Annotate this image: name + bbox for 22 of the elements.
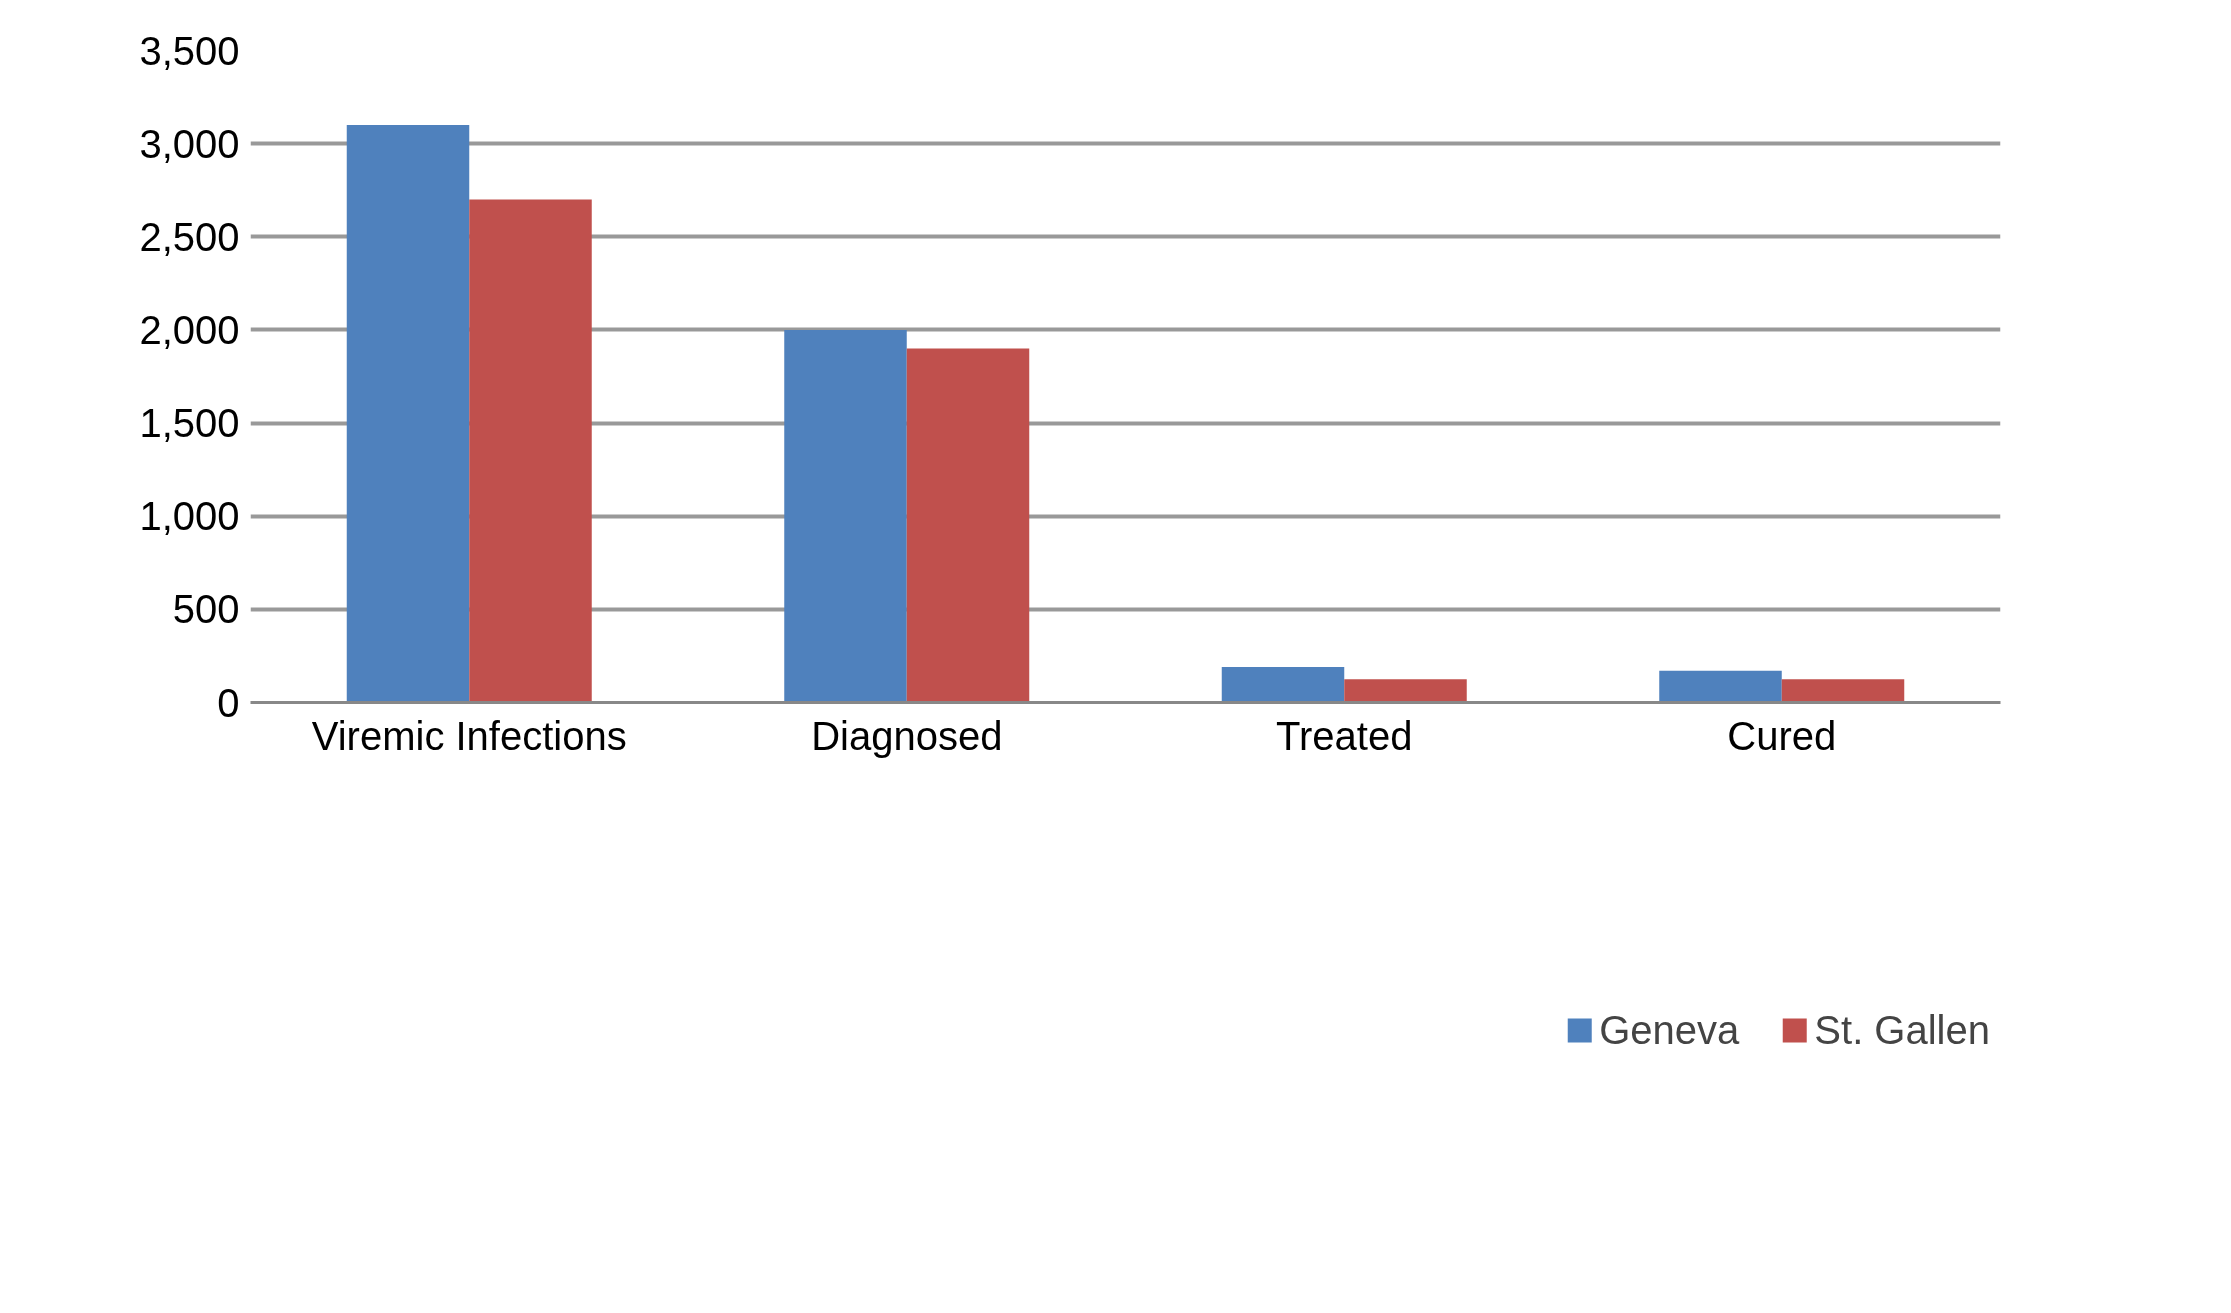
x-tick-label: Diagnosed [811,713,1003,758]
bar [469,199,592,703]
y-tick-label: 2,000 [139,307,240,352]
bar [346,125,470,703]
y-tick-label: 1,500 [139,401,240,446]
x-tick-label: Treated [1276,713,1413,758]
bar [1781,679,1905,703]
bar [906,348,1030,703]
y-tick-label: 3,500 [139,28,240,73]
y-tick-label: 3,000 [139,121,240,166]
y-tick-label: 0 [217,680,240,725]
bar [1221,667,1345,703]
y-tick-label: 500 [172,587,240,632]
bar [1344,679,1467,703]
legend-label: Geneva [1599,1007,1740,1053]
x-tick-label: Cured [1727,713,1837,758]
bar [1659,670,1782,703]
y-tick-label: 2,500 [139,214,240,259]
legend-label: St. Gallen [1814,1007,1990,1053]
y-tick-label: 1,000 [139,494,240,539]
x-tick-label: Viremic Infections [311,713,627,758]
bar [784,329,907,703]
